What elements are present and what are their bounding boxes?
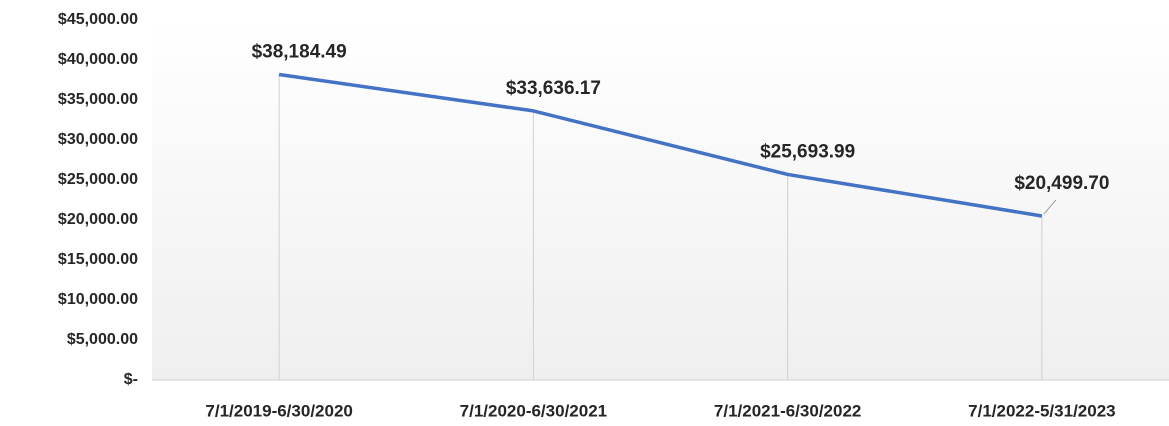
y-tick-label: $5,000.00 [67,331,138,348]
y-tick-label: $- [124,371,138,388]
data-label: $25,693.99 [760,141,855,162]
leader-line [1043,199,1057,215]
y-tick-label: $35,000.00 [58,91,138,108]
line [278,72,1043,218]
y-tick-label: $45,000.00 [58,11,138,28]
data-label: $38,184.49 [252,42,347,63]
y-tick-label: $40,000.00 [58,51,138,68]
x-tick-label: 7/1/2019-6/30/2020 [205,401,352,420]
y-tick-label: $10,000.00 [58,291,138,308]
x-tick-label: 7/1/2020-6/30/2021 [460,401,607,420]
x-tick-label: 7/1/2022-5/31/2023 [968,401,1115,420]
x-tick-label: 7/1/2021-6/30/2022 [714,401,861,420]
y-tick-label: $30,000.00 [58,131,138,148]
y-tick-label: $15,000.00 [58,251,138,268]
y-tick-label: $25,000.00 [58,171,138,188]
data-label: $33,636.17 [506,78,601,99]
data-label: $20,499.70 [1014,173,1109,194]
plot-area [152,20,1169,380]
y-tick-label: $20,000.00 [58,211,138,228]
